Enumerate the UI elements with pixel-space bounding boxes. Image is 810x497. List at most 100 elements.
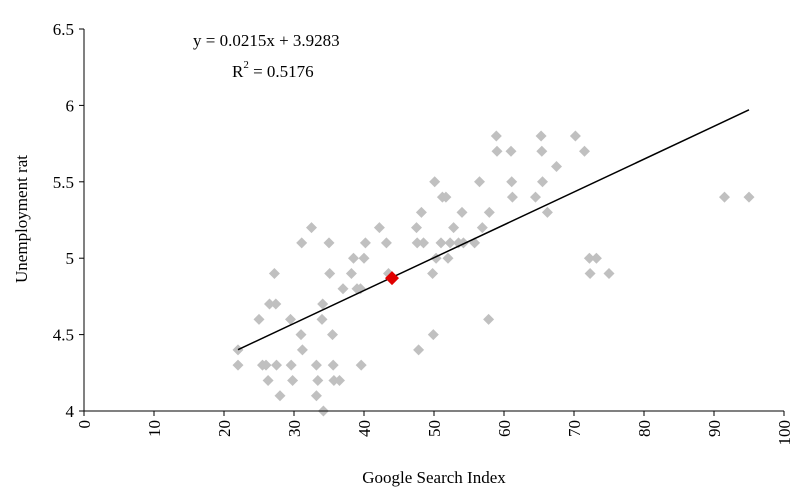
data-point <box>448 222 460 234</box>
data-point <box>317 298 329 310</box>
data-point <box>373 222 385 234</box>
data-point <box>569 130 581 142</box>
data-point <box>583 252 595 264</box>
r-squared-label: R2 = 0.5176 <box>232 59 314 81</box>
data-point <box>296 237 308 249</box>
x-tick-label: 20 <box>215 420 234 437</box>
regression-equation: y = 0.0215x + 3.9283 <box>193 31 340 50</box>
y-axis-label: Unemployment rat <box>12 155 31 283</box>
x-tick-label: 10 <box>145 420 164 437</box>
trendline <box>237 109 750 351</box>
data-point <box>253 313 265 325</box>
data-point <box>536 145 548 157</box>
data-point <box>310 390 322 402</box>
data-point <box>505 145 517 157</box>
y-tick-label: 5 <box>66 249 75 268</box>
x-tick-label: 30 <box>285 420 304 437</box>
x-tick-label: 40 <box>355 420 374 437</box>
data-point <box>312 374 324 386</box>
r-squared-value: = 0.5176 <box>249 62 314 81</box>
data-point <box>743 191 755 203</box>
data-point <box>296 344 308 356</box>
data-point <box>345 267 357 279</box>
data-point <box>328 374 340 386</box>
data-point <box>476 222 488 234</box>
data-point <box>435 237 447 249</box>
y-tick-label: 4.5 <box>53 326 74 345</box>
highlight-layer <box>385 271 399 286</box>
data-point <box>541 206 553 218</box>
data-point <box>430 252 442 264</box>
data-point <box>584 267 596 279</box>
data-point <box>327 359 339 371</box>
x-tick-label: 100 <box>775 420 794 446</box>
data-point <box>295 329 307 341</box>
data-point <box>327 329 338 341</box>
x-tick-label: 50 <box>425 420 444 437</box>
data-point <box>270 298 282 310</box>
data-points <box>232 130 755 417</box>
data-point <box>483 313 495 325</box>
x-tick-label: 60 <box>495 420 514 437</box>
data-point <box>271 359 282 371</box>
data-point <box>440 191 452 203</box>
data-point <box>355 359 367 371</box>
data-point <box>490 130 502 142</box>
data-point <box>262 374 274 386</box>
highlight-point <box>385 271 399 286</box>
data-point <box>537 176 548 188</box>
data-point <box>337 283 349 295</box>
data-point <box>483 206 495 218</box>
data-point <box>474 176 485 188</box>
data-point <box>334 374 345 386</box>
data-point <box>590 252 602 264</box>
data-point <box>232 344 244 356</box>
data-point <box>324 267 336 279</box>
data-point <box>530 191 541 203</box>
data-point <box>427 329 439 341</box>
data-point <box>506 191 518 203</box>
data-point <box>418 237 429 249</box>
data-point <box>579 145 590 157</box>
data-point <box>427 267 439 279</box>
data-point <box>264 298 275 310</box>
r-squared-superscript: 2 <box>243 59 249 71</box>
data-point <box>535 130 547 142</box>
data-point <box>306 222 317 234</box>
data-point <box>359 237 371 249</box>
data-point <box>411 237 423 249</box>
r-squared-base: R <box>232 62 244 81</box>
data-point <box>413 344 425 356</box>
data-point <box>268 267 280 279</box>
data-point <box>456 206 468 218</box>
y-tick-label: 6 <box>66 96 75 115</box>
data-point <box>411 222 422 234</box>
x-axis-ticks: 0 10 20 30 40 50 60 70 80 90 100 <box>75 411 794 446</box>
data-point <box>232 359 244 371</box>
data-point <box>603 267 615 279</box>
x-tick-label: 80 <box>635 420 654 437</box>
y-tick-label: 4 <box>66 402 75 421</box>
x-tick-label: 70 <box>565 420 584 437</box>
data-point <box>260 359 272 371</box>
data-point <box>358 252 370 264</box>
data-point <box>285 313 296 325</box>
data-point <box>310 359 322 371</box>
data-point <box>444 237 456 249</box>
data-point <box>285 359 297 371</box>
y-tick-label: 6.5 <box>53 20 74 39</box>
data-point <box>506 176 518 188</box>
y-tick-label: 5.5 <box>53 173 74 192</box>
data-point <box>551 161 562 173</box>
data-point <box>442 252 454 264</box>
data-point <box>348 252 359 264</box>
data-point <box>415 206 427 218</box>
data-point <box>380 237 392 249</box>
x-tick-label: 90 <box>705 420 724 437</box>
data-point <box>274 390 286 402</box>
data-point <box>429 176 441 188</box>
y-axis-ticks: 4 4.5 5 5.5 6 6.5 <box>53 20 84 421</box>
data-point <box>316 313 328 325</box>
data-point <box>323 237 335 249</box>
